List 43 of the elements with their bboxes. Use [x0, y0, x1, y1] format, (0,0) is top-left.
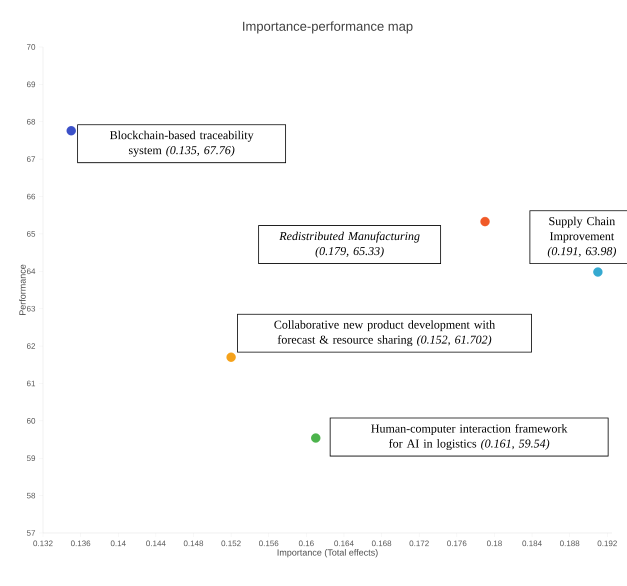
annotation: Blockchain-based traceability system (0.135, 67.76)	[110, 130, 254, 157]
x-tick-label: 0.152	[221, 540, 241, 546]
x-axis-title: Importance (Total effects)	[278, 549, 378, 558]
point	[311, 433, 320, 443]
y-tick-label: 66	[26, 194, 36, 200]
point	[480, 216, 490, 226]
annotation: Supply Chain Improvement (0.191, 63.98)	[548, 216, 616, 258]
y-tick-label: 63	[26, 306, 36, 312]
y-tick-label: 59	[26, 455, 36, 462]
x-tick-label: 0.164	[334, 540, 354, 546]
x-tick-label: 0.188	[560, 540, 580, 546]
point	[226, 352, 236, 362]
x-tick-label: 0.144	[146, 540, 166, 546]
point	[593, 267, 603, 277]
y-tick-label: 65	[26, 231, 36, 237]
x-tick-label: 0.156	[259, 540, 278, 546]
y-tick-label: 68	[26, 118, 36, 125]
x-tick-label: 0.172	[410, 540, 429, 546]
y-tick-label: 70	[26, 44, 36, 50]
y-tick-label: 69	[26, 82, 36, 88]
y-tick-label: 61	[26, 380, 36, 386]
x-tick-label: 0.14	[110, 540, 126, 546]
y-tick-label: 62	[26, 343, 36, 349]
y-tick-label: 57	[26, 530, 36, 536]
y-tick-label: 60	[26, 418, 36, 424]
y-tick-label: 58	[26, 492, 36, 498]
x-tick-label: 0.18	[486, 540, 502, 546]
x-tick-label: 0.192	[598, 540, 617, 546]
x-tick-label: 0.16	[298, 540, 314, 546]
point	[66, 126, 76, 136]
annotation: Human-computer interaction framework for AI in logistics (0.161, 59.54)	[371, 424, 568, 450]
x-tick-label: 0.132	[33, 540, 53, 546]
x-tick-label: 0.148	[184, 540, 204, 546]
chart-title: Importance-performance map	[243, 21, 413, 34]
x-tick-label: 0.168	[372, 540, 392, 546]
x-tick-label: 0.136	[70, 540, 90, 546]
y-axis-title: Performance	[19, 264, 26, 316]
x-tick-label: 0.176	[447, 540, 466, 546]
annotation: Collaborative new product development with forecast & resource sharing (0.152, 61.702)	[274, 320, 495, 346]
x-tick-label: 0.184	[522, 540, 542, 546]
annotation: Redistributed Manufacturing (0.179, 65.33)	[279, 232, 420, 258]
y-tick-label: 64	[26, 268, 36, 274]
y-tick-label: 67	[26, 156, 36, 162]
